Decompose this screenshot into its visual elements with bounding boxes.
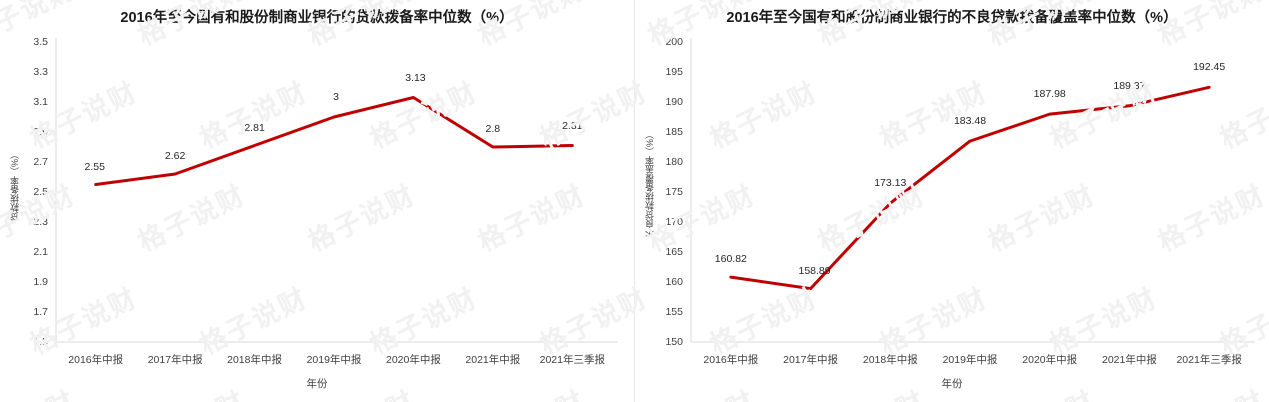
y-axis-tick-label: 155	[665, 306, 683, 318]
data-series-line	[729, 85, 1211, 291]
y-axis-tick-label: 1.5	[33, 336, 48, 348]
x-axis-tick-label: 2020年中报	[385, 354, 441, 366]
data-point-label: 2.62	[164, 150, 186, 162]
chart-panel-loan-provision-ratio: 2016年至今国有和股份制商业银行的贷款拨备率中位数（%） 贷款拨备率（%） 年…	[0, 0, 634, 402]
x-axis-tick-label: 2021年三季报	[1176, 354, 1242, 366]
y-axis-tick-label: 2.7	[33, 156, 48, 168]
y-axis-tick-label: 1.7	[33, 306, 48, 318]
y-axis-tick-label: 160	[665, 276, 683, 288]
data-point-label: 3	[333, 91, 339, 103]
x-axis-tick-label: 2016年中报	[68, 354, 124, 366]
x-axis-title-left: 年份	[306, 378, 328, 390]
chart-title-left: 2016年至今国有和股份制商业银行的贷款拨备率中位数（%）	[120, 10, 514, 26]
x-axis-tick-label: 2016年中报	[703, 354, 759, 366]
x-axis-tick-label: 2018年中报	[227, 354, 282, 366]
y-axis-tick-label: 2.5	[33, 186, 48, 198]
x-axis-tick-label: 2019年中报	[942, 354, 998, 366]
y-axis-tick-label: 1.9	[33, 276, 48, 288]
x-axis-tick-label: 2019年中报	[306, 354, 362, 366]
x-axis-tick-label: 2021年中报	[1101, 354, 1157, 366]
x-axis-tick-label: 2021年三季报	[539, 354, 605, 366]
data-series-line	[94, 96, 574, 186]
y-axis-tick-label: 3.3	[33, 66, 48, 78]
y-axis-tick-label: 2.9	[33, 126, 48, 138]
y-axis-tick-label: 190	[665, 96, 683, 108]
data-point-label: 3.13	[405, 71, 426, 84]
data-point-label: 183.48	[953, 115, 987, 128]
x-axis-tick-label: 2017年中报	[783, 354, 838, 366]
data-point-label: 2.81	[244, 121, 265, 134]
data-point-label: 2.8	[485, 123, 501, 135]
x-axis-tick-label: 2020年中报	[1022, 354, 1078, 366]
y-axis-tick-label: 2.1	[33, 246, 48, 258]
y-axis-tick-label: 3.1	[33, 96, 48, 108]
y-axis-tick-label: 150	[665, 336, 683, 348]
data-point-label: 189.37	[1113, 79, 1146, 92]
x-axis-tick-label: 2018年中报	[862, 354, 918, 366]
data-point-label: 187.98	[1033, 88, 1066, 101]
data-point-label: 2.55	[84, 160, 105, 173]
chart-panel-npl-provision-coverage: 2016年至今国有和股份制商业银行的不良贷款拨备覆盖率中位数（%） 不良贷款拨备…	[634, 0, 1269, 402]
data-point-label: 192.45	[1193, 61, 1226, 74]
y-axis-tick-label: 170	[665, 216, 683, 228]
y-axis-tick-label: 185	[665, 126, 683, 138]
y-axis-tick-label: 165	[665, 246, 683, 258]
y-axis-tick-label: 3.5	[33, 36, 48, 48]
chart-title-right: 2016年至今国有和股份制商业银行的不良贷款拨备覆盖率中位数（%）	[726, 10, 1178, 26]
data-point-label: 158.89	[798, 264, 831, 277]
y-axis-tick-label: 195	[665, 66, 683, 78]
y-axis-tick-label: 2.3	[33, 216, 48, 228]
x-axis-tick-label: 2017年中报	[147, 354, 203, 366]
data-point-label: 173.13	[874, 177, 907, 190]
plot-area-right	[690, 38, 1255, 343]
y-axis-tick-label: 175	[665, 186, 683, 198]
data-point-label: 160.82	[714, 253, 747, 266]
plot-area-left	[55, 38, 618, 343]
y-axis-tick-label: 200	[665, 36, 683, 48]
x-axis-tick-label: 2021年中报	[465, 354, 521, 366]
data-point-label: 2.81	[562, 119, 583, 132]
x-axis-title-right: 年份	[941, 378, 963, 390]
y-axis-tick-label: 180	[665, 156, 683, 168]
